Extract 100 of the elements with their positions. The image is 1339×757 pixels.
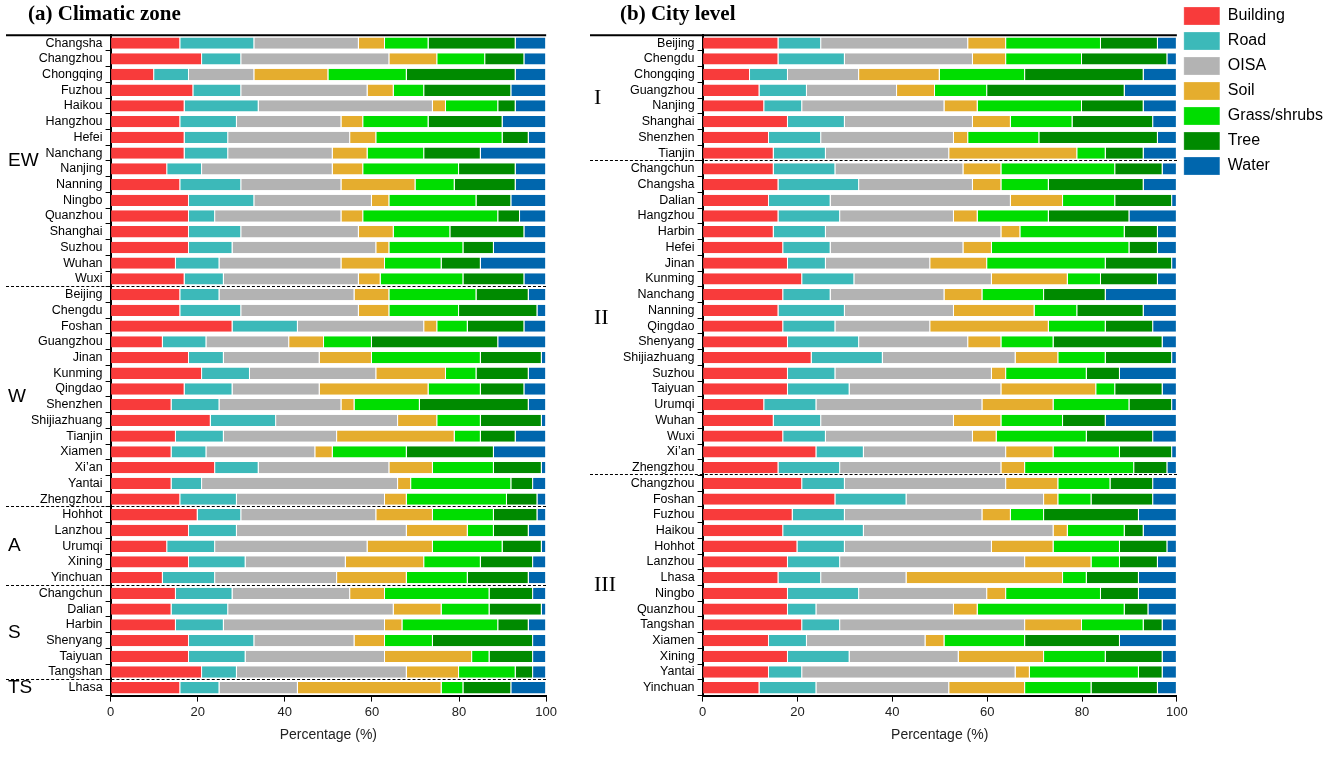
x-tick-label: 40	[885, 703, 900, 719]
y-tick-label: Kunming	[53, 365, 103, 380]
y-tick-label: Changzhou	[630, 475, 695, 490]
y-tick-label: Changzhou	[38, 51, 103, 66]
y-tick-label: Guangzhou	[37, 334, 103, 349]
y-tick-label: Suzhou	[652, 365, 695, 380]
y-tick-label: Nanning	[648, 302, 695, 317]
x-tick-label: 20	[190, 703, 205, 719]
legend-label: Building	[1227, 6, 1285, 24]
y-tick-label: Dalian	[67, 601, 103, 616]
y-tick-label: Wuxi	[75, 271, 103, 286]
y-tick-label: Urumqi	[654, 397, 695, 412]
text: I	[594, 83, 602, 109]
chart-title: (a) Climatic zone	[28, 1, 181, 26]
legend-label: Road	[1227, 31, 1267, 49]
y-tick-label: Hohhot	[62, 507, 104, 522]
x-tick-label: 80	[1074, 703, 1090, 719]
y-tick-label: Kunming	[645, 271, 695, 286]
y-tick-label: Chongqing	[42, 66, 103, 81]
y-tick-label: Nanjing	[60, 161, 103, 176]
y-tick-label: Xiamen	[60, 444, 103, 459]
x-tick-label: 20	[790, 703, 805, 719]
y-tick-label: Xi’an	[74, 460, 103, 475]
y-tick-label: Shijiazhuang	[622, 349, 695, 364]
x-tick-label: 60	[979, 703, 995, 719]
x-axis-title: Percentage (%)	[279, 726, 378, 743]
y-tick-label: Nanchang	[637, 287, 695, 302]
y-tick-label: Lanzhou	[646, 554, 695, 569]
text: II	[594, 304, 609, 330]
y-tick-label: Beijing	[657, 35, 695, 50]
y-tick-label: Fuzhou	[60, 82, 103, 97]
y-tick-label: Wuhan	[655, 412, 695, 427]
y-tick-label: Changsha	[45, 35, 103, 50]
y-tick-label: Taiyuan	[651, 381, 695, 396]
y-tick-label: Yinchuan	[642, 680, 695, 695]
x-tick-label: 60	[364, 703, 380, 719]
text: A	[8, 534, 21, 556]
y-tick-label: Nanning	[56, 177, 103, 192]
text: W	[8, 385, 26, 407]
legend-label: Tree	[1227, 131, 1261, 149]
y-tick-label: Foshan	[60, 318, 103, 333]
y-tick-label: Haikou	[655, 522, 695, 537]
y-tick-label: Lhasa	[660, 570, 695, 585]
y-tick-label: Guangzhou	[629, 82, 695, 97]
y-tick-label: Ningbo	[62, 192, 103, 207]
y-tick-label: Urumqi	[62, 538, 103, 553]
y-tick-label: Harbin	[657, 224, 695, 239]
y-tick-label: Xiamen	[652, 633, 695, 648]
text: EW	[8, 149, 39, 171]
y-tick-label: Changsha	[637, 177, 695, 192]
y-tick-label: Chengdu	[51, 302, 103, 317]
y-tick-label: Shenyang	[46, 633, 103, 648]
y-tick-label: Jinan	[664, 255, 695, 270]
y-tick-label: Fuzhou	[652, 507, 695, 522]
text: S	[8, 620, 21, 642]
legend-label: Grass/shrubs	[1227, 106, 1323, 124]
y-tick-label: Shanghai	[49, 224, 103, 239]
y-tick-label: Beijing	[65, 287, 103, 302]
y-tick-label: Quanzhou	[636, 601, 695, 616]
y-tick-label: Taiyuan	[59, 648, 103, 663]
y-tick-label: Shenzhen	[46, 397, 103, 412]
y-tick-label: Shijiazhuang	[30, 412, 103, 427]
y-tick-label: Quanzhou	[44, 208, 103, 223]
x-axis-title: Percentage (%)	[891, 726, 989, 743]
legend-label: OISA	[1227, 56, 1267, 74]
y-tick-label: Shanghai	[641, 114, 695, 129]
y-tick-label: Hohhot	[654, 538, 696, 553]
y-tick-label: Shenzhen	[638, 129, 695, 144]
y-tick-label: Changchun	[38, 585, 103, 600]
y-tick-label: Wuxi	[667, 428, 695, 443]
y-tick-label: Lhasa	[68, 680, 103, 695]
y-tick-label: Jinan	[72, 349, 103, 364]
y-tick-label: Hefei	[665, 239, 695, 254]
y-tick-label: Yantai	[660, 664, 695, 679]
y-tick-label: Hefei	[73, 129, 103, 144]
legend-label: Soil	[1227, 81, 1255, 99]
y-tick-label: Harbin	[65, 617, 103, 632]
y-tick-label: Suzhou	[60, 239, 103, 254]
y-tick-label: Chongqing	[634, 66, 695, 81]
y-tick-label: Qingdao	[55, 381, 103, 396]
y-tick-label: Xining	[659, 648, 695, 663]
y-tick-label: Zhengzhou	[632, 460, 695, 475]
legend-label: Water	[1227, 156, 1271, 174]
y-tick-label: Hangzhou	[637, 208, 695, 223]
y-tick-label: Xi’an	[666, 444, 695, 459]
y-tick-label: Ningbo	[654, 585, 695, 600]
y-tick-label: Xining	[67, 554, 103, 569]
y-tick-label: Foshan	[652, 491, 695, 506]
y-tick-label: Qingdao	[647, 318, 695, 333]
x-tick-label: 0	[106, 703, 115, 719]
x-tick-label: 100	[1166, 703, 1188, 719]
y-tick-label: Tianjin	[658, 145, 695, 160]
y-tick-label: Yinchuan	[50, 570, 103, 585]
y-tick-label: Wuhan	[63, 255, 103, 270]
y-tick-label: Nanjing	[652, 98, 695, 113]
y-tick-label: Lanzhou	[54, 522, 103, 537]
y-tick-label: Dalian	[659, 192, 695, 207]
y-tick-label: Zhengzhou	[40, 491, 103, 506]
y-tick-label: Tianjin	[66, 428, 103, 443]
y-tick-label: Chengdu	[643, 51, 695, 66]
